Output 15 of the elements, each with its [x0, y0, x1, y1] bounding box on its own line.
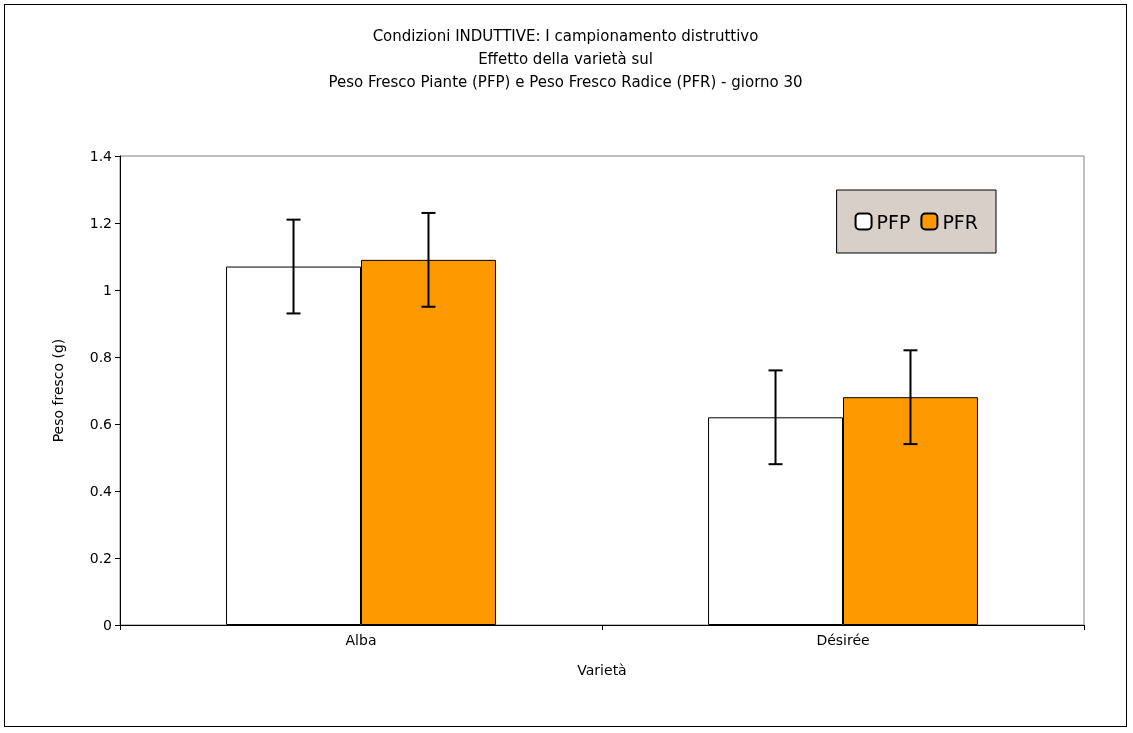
y-tick-label: 0.6 [89, 416, 113, 432]
legend-label: PFP [876, 210, 911, 233]
y-tick-label: 0.4 [89, 483, 113, 499]
legend-label: PFR [942, 210, 979, 233]
y-tick-label: 0.2 [89, 550, 112, 566]
y-tick-label: 1.2 [89, 215, 112, 231]
chart-title: Condizioni INDUTTIVE: I campionamento distruttivo Effetto della varietà sul Peso Fresco Piante (PFP) e Peso Fresco Radice (PFR) - giorno 30 [328, 26, 803, 91]
x-tick-label: Désirée [816, 632, 870, 648]
x-axis-title: Varietà [577, 662, 627, 678]
x-tick-label: Alba [345, 632, 377, 648]
y-tick-label: 0.8 [89, 349, 112, 365]
y-tick-label: 1 [103, 282, 112, 298]
y-axis-title: Peso fresco (g) [50, 338, 66, 443]
y-tick-label: 0 [103, 617, 112, 633]
y-tick-label: 1.4 [89, 148, 113, 164]
